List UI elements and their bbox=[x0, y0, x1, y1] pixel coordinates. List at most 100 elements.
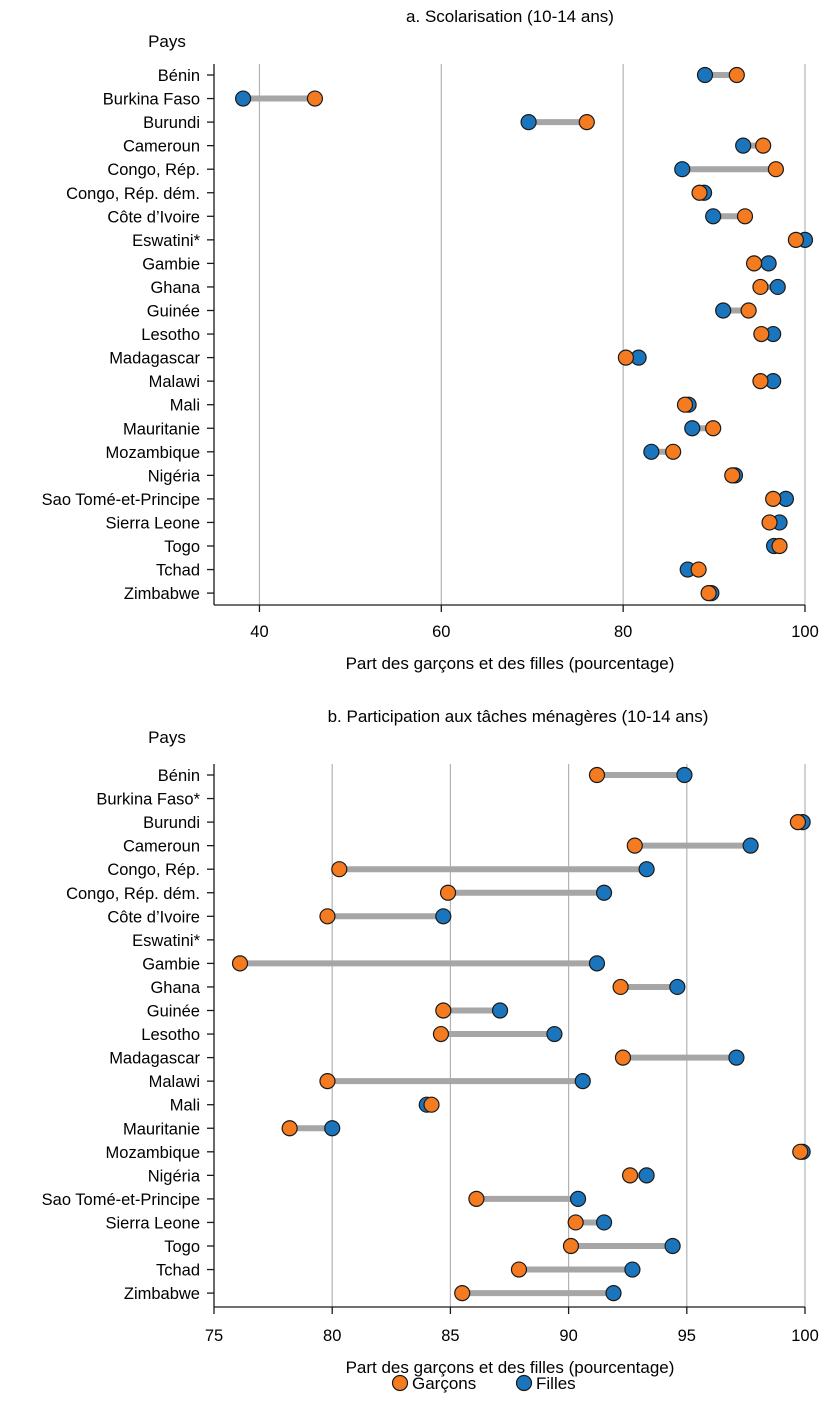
point-garcons bbox=[761, 514, 778, 531]
x-tick-label: 75 bbox=[205, 1327, 223, 1345]
point-garcons bbox=[454, 1284, 471, 1302]
point-garcons bbox=[755, 137, 772, 154]
point-garcons bbox=[588, 766, 606, 784]
point-garcons bbox=[771, 537, 788, 555]
point-garcons bbox=[724, 467, 741, 484]
x-tick-label: 90 bbox=[559, 1327, 577, 1345]
point-filles bbox=[669, 978, 686, 996]
legend-swatch-garcons bbox=[391, 1374, 409, 1392]
point-filles bbox=[728, 1049, 745, 1066]
legend-label-garcons: Garçons bbox=[412, 1374, 476, 1393]
y-axis-title: Pays bbox=[148, 32, 186, 51]
point-garcons bbox=[578, 113, 595, 131]
country-label: Sierra Leone bbox=[106, 514, 200, 532]
country-label: Mozambique bbox=[106, 444, 200, 462]
panel-taches-menageres: b. Participation aux tâches ménagères (1… bbox=[42, 707, 819, 1377]
country-label: Mozambique bbox=[106, 1144, 200, 1162]
point-garcons bbox=[665, 443, 682, 460]
point-garcons bbox=[705, 420, 722, 437]
country-label: Burundi bbox=[143, 814, 200, 832]
legend-swatch-filles bbox=[515, 1374, 533, 1392]
point-garcons bbox=[567, 1214, 584, 1231]
country-label: Lesotho bbox=[141, 1026, 200, 1044]
country-label: Côte d’Ivoire bbox=[107, 208, 200, 226]
country-label: Cameroun bbox=[123, 138, 200, 156]
point-garcons bbox=[423, 1096, 440, 1113]
country-label: Sao Tomé-et-Principe bbox=[42, 491, 200, 509]
country-label: Eswatini* bbox=[132, 232, 200, 250]
country-label: Ghana bbox=[150, 979, 200, 997]
country-label: Nigéria bbox=[148, 1167, 201, 1185]
point-filles bbox=[491, 1002, 509, 1019]
country-label: Bénin bbox=[158, 767, 200, 785]
country-label: Burkina Faso bbox=[103, 91, 200, 109]
country-label: Togo bbox=[164, 1238, 200, 1256]
country-label: Cameroun bbox=[123, 838, 200, 856]
point-filles bbox=[569, 1190, 587, 1208]
country-label: Togo bbox=[164, 538, 200, 556]
point-garcons bbox=[740, 302, 757, 319]
country-label: Gambie bbox=[142, 955, 200, 973]
legend: Garçons Filles bbox=[391, 1374, 576, 1393]
point-garcons bbox=[676, 396, 694, 413]
country-label: Lesotho bbox=[141, 326, 200, 344]
country-label: Tchad bbox=[156, 562, 200, 580]
chart-title: b. Participation aux tâches ménagères (1… bbox=[328, 707, 709, 726]
point-garcons bbox=[231, 955, 249, 972]
point-filles bbox=[664, 1237, 681, 1255]
country-label: Bénin bbox=[158, 67, 200, 85]
x-tick-label: 60 bbox=[432, 623, 450, 641]
point-filles bbox=[605, 1284, 622, 1302]
country-label: Malawi bbox=[149, 373, 200, 391]
point-garcons bbox=[767, 161, 785, 178]
x-tick-label: 80 bbox=[323, 1327, 341, 1345]
point-filles bbox=[676, 766, 693, 784]
point-garcons bbox=[728, 66, 745, 84]
point-garcons bbox=[319, 1073, 336, 1090]
x-tick-label: 100 bbox=[791, 623, 819, 641]
point-garcons bbox=[736, 208, 754, 225]
point-filles bbox=[435, 908, 452, 925]
y-axis-title: Pays bbox=[148, 728, 186, 747]
point-garcons bbox=[468, 1190, 485, 1208]
point-garcons bbox=[281, 1120, 298, 1137]
point-garcons bbox=[439, 884, 457, 901]
point-garcons bbox=[562, 1237, 580, 1255]
point-filles bbox=[595, 1214, 613, 1231]
point-garcons bbox=[765, 490, 782, 507]
country-label: Congo, Rép. dém. bbox=[66, 185, 200, 203]
country-label: Congo, Rép. dém. bbox=[66, 885, 200, 903]
point-filles bbox=[520, 113, 537, 131]
point-filles bbox=[760, 255, 777, 272]
point-garcons bbox=[306, 90, 324, 107]
point-filles bbox=[595, 884, 613, 901]
country-label: Zimbabwe bbox=[124, 585, 200, 603]
country-label: Gambie bbox=[142, 255, 200, 273]
x-tick-label: 40 bbox=[250, 623, 268, 641]
x-tick-label: 100 bbox=[791, 1327, 819, 1345]
country-label: Madagascar bbox=[109, 1050, 200, 1068]
country-label: Madagascar bbox=[109, 350, 200, 368]
legend-label-filles: Filles bbox=[536, 1374, 576, 1393]
point-filles bbox=[638, 1167, 655, 1184]
country-label: Burkina Faso* bbox=[96, 791, 200, 809]
country-label: Mali bbox=[170, 397, 200, 415]
country-label: Ghana bbox=[150, 279, 200, 297]
country-label: Guinée bbox=[147, 303, 200, 321]
point-garcons bbox=[617, 349, 634, 366]
country-label: Burundi bbox=[143, 114, 200, 132]
country-label: Eswatini* bbox=[132, 932, 200, 950]
point-garcons bbox=[510, 1261, 528, 1278]
point-garcons bbox=[626, 837, 643, 854]
x-tick-label: 80 bbox=[614, 623, 632, 641]
point-garcons bbox=[612, 978, 629, 996]
country-label: Guinée bbox=[147, 1003, 200, 1021]
x-tick-label: 85 bbox=[441, 1327, 459, 1345]
panel-scolarisation: a. Scolarisation (10-14 ans) Pays 40 60 80 10… bbox=[42, 7, 819, 673]
country-label: Mauritanie bbox=[123, 420, 200, 438]
point-garcons bbox=[752, 373, 769, 390]
x-axis-title: Part des garçons et des filles (pourcent… bbox=[346, 654, 675, 673]
country-label: Malawi bbox=[149, 1073, 200, 1091]
point-filles bbox=[643, 443, 660, 460]
point-garcons bbox=[789, 813, 807, 831]
